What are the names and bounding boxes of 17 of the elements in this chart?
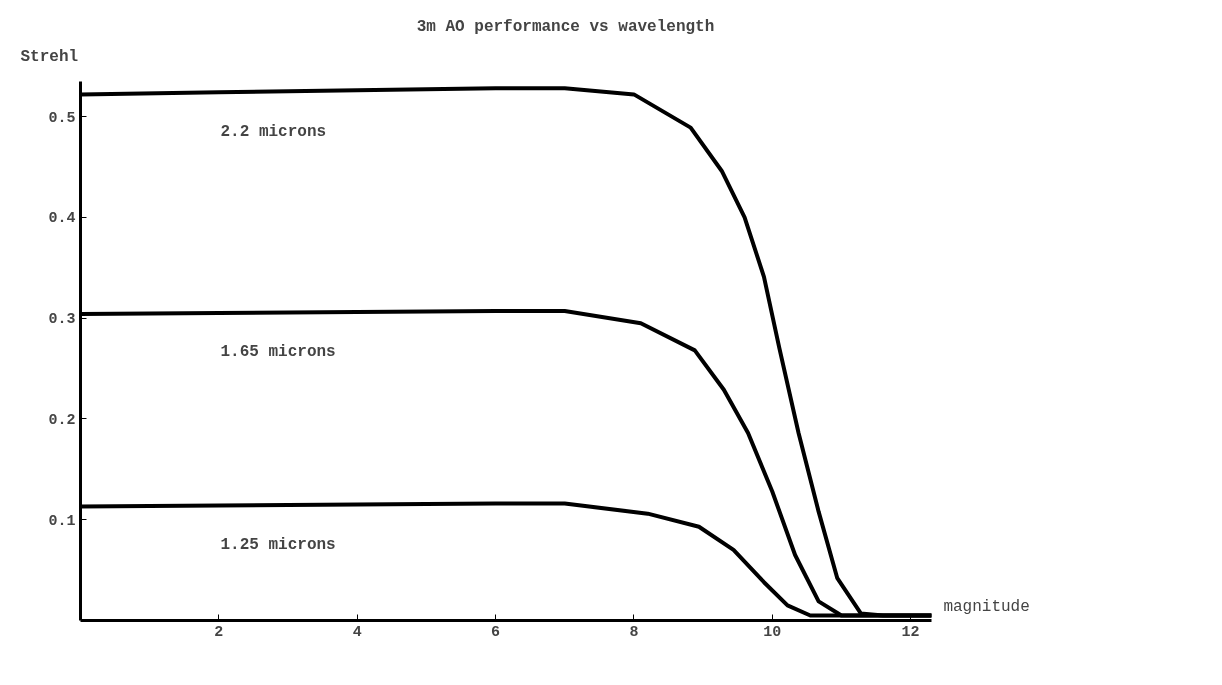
x-axis-title: magnitude: [943, 597, 1030, 616]
annotation: 1.65 microns: [220, 343, 336, 362]
y-axis-title: Strehl: [20, 47, 79, 66]
y-tick-label: 0.3: [48, 311, 76, 329]
y-tick-label: 0.4: [48, 210, 76, 228]
x-tick-label: 4: [352, 623, 362, 641]
x-tick-label: 8: [629, 623, 639, 641]
annotation: 1.25 microns: [220, 535, 336, 554]
y-tick-label: 0.5: [48, 109, 76, 127]
x-tick-label: 6: [491, 623, 501, 641]
x-tick-label: 2: [214, 623, 224, 641]
annotation: 2.2 microns: [220, 123, 327, 142]
y-tick-label: 0.1: [48, 512, 76, 530]
x-tick-label: 10: [763, 623, 782, 641]
y-tick-label: 0.2: [48, 411, 76, 429]
x-tick-label: 12: [901, 623, 920, 641]
chart-title: 3m AO performance vs wavelength: [416, 17, 715, 36]
